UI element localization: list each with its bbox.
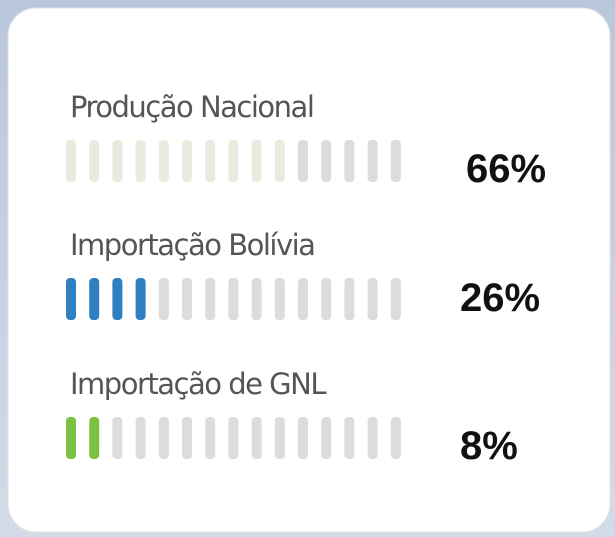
filled-segment (66, 417, 76, 459)
empty-segment (205, 417, 216, 459)
filled-segment (89, 417, 100, 459)
empty-segment (390, 140, 401, 182)
card (7, 7, 611, 533)
filled-segment (135, 140, 146, 182)
empty-segment (228, 417, 239, 459)
bar (66, 417, 100, 459)
empty-segment (182, 417, 192, 459)
empty-segment (344, 278, 355, 320)
empty-segment (321, 140, 332, 182)
filled-segment (158, 140, 169, 182)
empty-segment (390, 278, 401, 320)
empty-segment (321, 417, 332, 459)
empty-segment (390, 417, 401, 459)
category-label: Produção Nacional (70, 90, 313, 124)
filled-segment (66, 278, 76, 320)
value-label: 26% (460, 276, 540, 320)
empty-segment (158, 417, 169, 459)
filled-segment (66, 140, 76, 182)
empty-segment (344, 417, 355, 459)
empty-segment (228, 278, 239, 320)
empty-segment (298, 140, 308, 182)
empty-segment (367, 140, 378, 182)
empty-segment (112, 417, 123, 459)
bar (66, 140, 285, 182)
value-label: 66% (466, 147, 546, 191)
empty-segment (182, 278, 192, 320)
bar (66, 278, 146, 320)
filled-segment (89, 278, 100, 320)
empty-segment (344, 140, 355, 182)
filled-segment (228, 140, 239, 182)
filled-segment (274, 140, 285, 182)
empty-segment (367, 278, 378, 320)
empty-segment (135, 417, 146, 459)
empty-segment (274, 417, 285, 459)
empty-segment (158, 278, 169, 320)
category-label: Importação Bolívia (70, 228, 314, 262)
filled-segment (205, 140, 216, 182)
category-label: Importação de GNL (70, 367, 326, 401)
empty-segment (298, 278, 308, 320)
empty-segment (298, 417, 308, 459)
filled-segment (112, 140, 123, 182)
empty-segment (274, 278, 285, 320)
filled-segment (135, 278, 146, 320)
empty-segment (251, 278, 262, 320)
filled-segment (251, 140, 262, 182)
empty-segment (251, 417, 262, 459)
filled-segment (112, 278, 123, 320)
empty-segment (367, 417, 378, 459)
filled-segment (182, 140, 192, 182)
value-label: 8% (460, 424, 518, 468)
empty-segment (321, 278, 332, 320)
filled-segment (89, 140, 100, 182)
empty-segment (205, 278, 216, 320)
